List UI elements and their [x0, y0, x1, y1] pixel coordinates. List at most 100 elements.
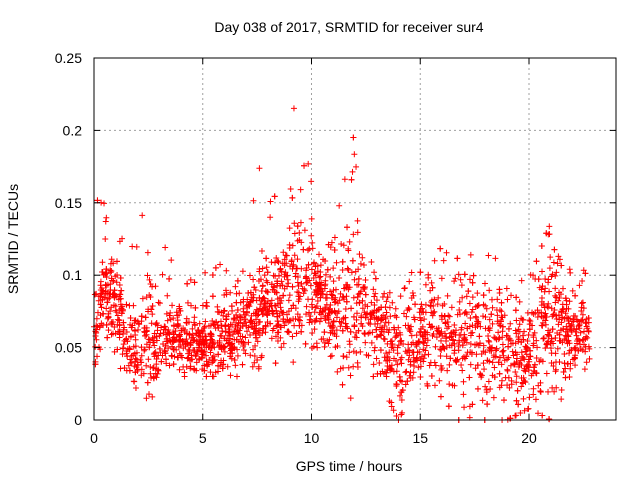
data-point — [426, 321, 433, 328]
data-point — [97, 301, 104, 308]
data-point — [420, 309, 427, 316]
data-point — [102, 290, 109, 297]
data-point — [336, 297, 343, 304]
data-point — [485, 325, 492, 332]
data-point — [437, 393, 444, 400]
data-point — [410, 369, 417, 376]
data-point — [354, 229, 361, 236]
data-point — [459, 294, 466, 301]
data-point — [348, 305, 355, 312]
data-point — [146, 391, 153, 398]
data-point — [294, 273, 301, 280]
data-point — [444, 367, 451, 374]
data-point — [251, 359, 258, 366]
data-point — [540, 335, 547, 342]
data-point — [227, 372, 234, 379]
data-point — [294, 223, 301, 230]
data-point — [469, 279, 476, 286]
data-point — [356, 251, 363, 258]
data-point — [496, 354, 503, 361]
data-point — [217, 332, 224, 339]
data-point — [176, 305, 183, 312]
data-point — [349, 257, 356, 264]
data-point — [398, 337, 405, 344]
data-point — [346, 338, 353, 345]
data-point — [434, 301, 441, 308]
data-point — [433, 334, 440, 341]
data-point — [289, 194, 296, 201]
data-point — [553, 316, 560, 322]
data-point — [232, 324, 239, 331]
data-point — [135, 326, 142, 333]
data-point — [162, 326, 169, 333]
data-point — [150, 364, 157, 371]
data-point — [417, 329, 424, 336]
data-point — [298, 239, 305, 246]
data-point — [328, 352, 335, 359]
data-point — [524, 361, 531, 368]
data-point — [290, 302, 297, 309]
data-point — [510, 352, 517, 359]
data-point — [562, 365, 569, 372]
data-point — [360, 284, 367, 291]
data-point — [202, 318, 209, 325]
data-point — [209, 337, 216, 344]
data-point — [566, 374, 573, 381]
data-point — [398, 411, 405, 418]
data-point — [245, 289, 252, 296]
data-point — [327, 323, 334, 330]
data-point — [344, 265, 351, 272]
data-point — [454, 255, 461, 262]
data-point — [184, 340, 191, 347]
data-point — [124, 353, 131, 360]
data-point — [246, 303, 253, 310]
data-point — [567, 360, 574, 367]
data-point — [568, 328, 575, 335]
data-point — [166, 275, 173, 282]
data-point — [233, 311, 240, 318]
data-point — [265, 308, 272, 315]
data-point — [388, 403, 395, 410]
data-point — [258, 247, 265, 254]
data-point — [270, 325, 277, 332]
data-point — [218, 309, 225, 316]
data-point — [368, 259, 375, 266]
data-point — [280, 249, 287, 256]
data-point — [303, 274, 310, 281]
data-point — [264, 288, 271, 295]
data-point — [143, 294, 150, 301]
data-point — [458, 282, 465, 289]
data-point — [403, 368, 410, 375]
data-point — [181, 329, 188, 336]
data-point — [555, 253, 562, 260]
data-point — [309, 304, 316, 311]
data-point — [486, 316, 493, 323]
data-point — [263, 264, 270, 271]
data-point — [191, 314, 198, 321]
data-point — [417, 314, 424, 321]
data-point — [207, 349, 214, 356]
data-point — [457, 331, 464, 338]
data-point — [541, 304, 548, 311]
data-point — [355, 275, 362, 282]
data-point — [144, 379, 151, 386]
data-point — [354, 281, 361, 288]
data-point — [144, 249, 151, 256]
data-point — [233, 373, 240, 380]
data-point — [446, 361, 453, 368]
data-point — [243, 309, 250, 316]
data-point — [525, 356, 532, 363]
data-point — [239, 361, 246, 368]
data-point — [93, 315, 100, 322]
data-point — [572, 292, 579, 299]
data-point — [162, 350, 169, 357]
data-point — [233, 290, 240, 297]
data-point — [198, 348, 205, 355]
data-point — [323, 294, 330, 301]
data-point — [420, 340, 427, 347]
data-point — [577, 329, 584, 336]
data-point — [515, 326, 522, 333]
data-point — [418, 353, 425, 360]
data-point — [339, 327, 346, 334]
data-point — [371, 347, 378, 354]
